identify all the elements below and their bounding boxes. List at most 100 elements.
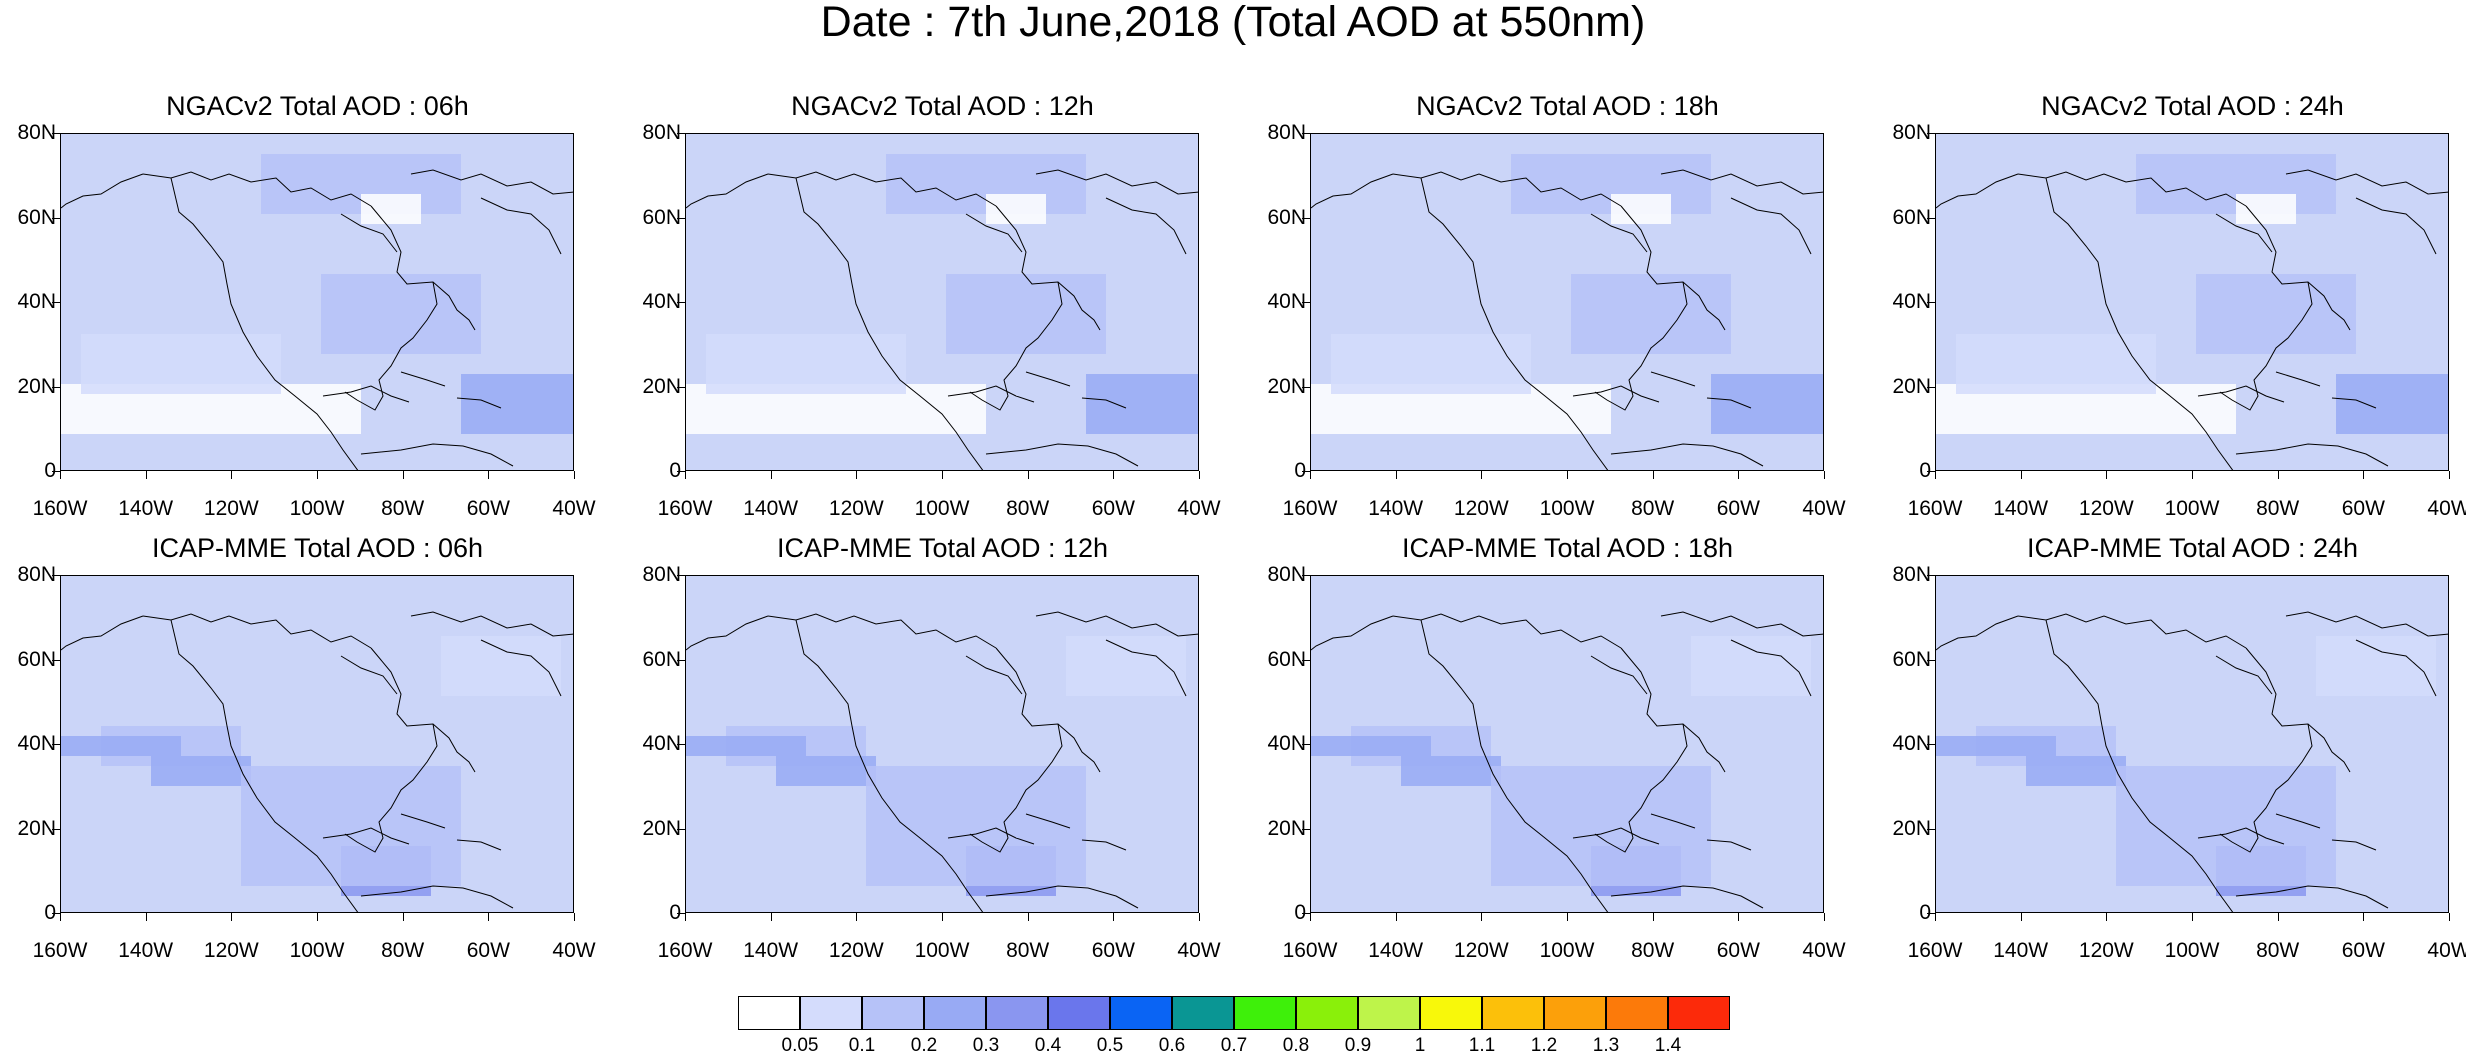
colorbar-swatch	[1482, 996, 1544, 1030]
coastline	[1660, 169, 1823, 195]
coastline	[965, 213, 1023, 253]
latitude-tick-label: 60N	[17, 205, 56, 229]
aod-field	[1936, 134, 2448, 470]
longitude-tick-label: 140W	[743, 497, 799, 520]
longitude-tick-label: 120W	[2078, 497, 2134, 520]
latitude-tick-mark	[52, 744, 60, 745]
aod-patch	[1331, 334, 1531, 394]
latitude-tick-mark	[677, 828, 685, 830]
latitude-tick-mark	[677, 471, 685, 472]
aod-patch	[686, 736, 806, 756]
longitude-tick-mark	[488, 471, 490, 479]
coastline	[1105, 639, 1187, 697]
aod-map	[1935, 575, 2449, 913]
longitude-tick-mark	[1395, 913, 1397, 921]
longitude-tick-label: 160W	[1282, 497, 1338, 520]
latitude-tick-mark	[1302, 217, 1310, 219]
latitude-tick-label: 20N	[17, 374, 56, 398]
coastline	[1392, 613, 1622, 649]
coastline	[2219, 281, 2313, 411]
latitude-tick-mark	[1302, 386, 1310, 388]
coastline	[2219, 723, 2313, 853]
coastline	[1311, 615, 1394, 651]
colorbar-label: 0.7	[1220, 1035, 1248, 1056]
colorbar-label: 1.2	[1530, 1035, 1558, 1056]
figure-title: Date : 7th June,2018 (Total AOD at 550nm…	[820, 0, 1646, 46]
colorbar-swatch	[924, 996, 986, 1030]
coastline	[400, 813, 446, 829]
longitude-tick-label: 40W	[1177, 497, 1221, 520]
longitude-tick-mark	[1481, 471, 1483, 479]
longitude-tick-mark	[2363, 913, 2365, 921]
map-panel: NGACv2 Total AOD : 06h 80N 60N 40N 20N 0 160W 1…	[0, 0, 595, 520]
latitude-tick-mark	[677, 744, 685, 745]
aod-patch	[946, 274, 1106, 354]
colorbar-swatch	[1606, 996, 1668, 1030]
coastline	[480, 639, 562, 697]
latitude-tick-label: 0	[44, 901, 56, 924]
latitude-tick-label: 80N	[1892, 121, 1931, 144]
latitude-tick-mark	[1302, 133, 1310, 134]
aod-patch	[81, 334, 281, 394]
coastline	[947, 385, 1035, 403]
latitude-tick-mark	[677, 659, 685, 661]
longitude-tick-mark	[317, 471, 318, 479]
coastline	[1660, 611, 1823, 637]
longitude-tick-mark	[2277, 913, 2279, 921]
longitude-tick-label: 60W	[466, 497, 510, 520]
latitude-tick-label: 20N	[642, 374, 681, 398]
latitude-tick-mark	[677, 217, 685, 219]
latitude-tick-mark	[1302, 744, 1310, 745]
coastline	[322, 385, 410, 403]
longitude-tick-label: 160W	[1907, 939, 1963, 962]
coastline	[2197, 827, 2285, 845]
aod-patch	[1691, 636, 1811, 696]
coastline	[1936, 615, 2019, 651]
coastline	[2275, 371, 2321, 387]
longitude-tick-label: 40W	[2427, 939, 2466, 962]
aod-map	[60, 575, 574, 913]
coastline	[1081, 397, 1127, 409]
aod-patch	[361, 194, 421, 224]
longitude-tick-label: 100W	[914, 939, 970, 962]
latitude-tick-label: 0	[1294, 459, 1306, 482]
latitude-tick-label: 80N	[1267, 121, 1306, 144]
longitude-tick-label: 80W	[381, 939, 425, 962]
coastline	[1420, 177, 1609, 470]
longitude-tick-mark	[1027, 471, 1029, 479]
longitude-tick-label: 40W	[2427, 497, 2466, 520]
latitude-tick-label: 0	[1294, 901, 1306, 924]
latitude-tick-label: 0	[669, 459, 681, 482]
panel-title: ICAP-MME Total AOD : 06h	[151, 533, 484, 563]
longitude-tick-mark	[2020, 913, 2022, 921]
latitude-tick-mark	[677, 302, 685, 303]
latitude-tick-mark	[52, 133, 60, 134]
longitude-tick-mark	[1199, 471, 1200, 479]
coastline	[2017, 171, 2247, 207]
longitude-tick-label: 40W	[552, 939, 596, 962]
longitude-tick-label: 40W	[552, 497, 596, 520]
latitude-tick-mark	[52, 828, 60, 830]
coastline	[456, 839, 502, 851]
latitude-tick-mark	[1927, 575, 1935, 576]
coastline	[1706, 839, 1752, 851]
latitude-tick-label: 20N	[17, 816, 56, 840]
longitude-tick-label: 60W	[2341, 497, 2385, 520]
map-panel: ICAP-MME Total AOD : 24h 80N 60N 40N 20N 0 160…	[1875, 442, 2466, 962]
longitude-tick-label: 100W	[2164, 497, 2220, 520]
coastline	[2245, 205, 2351, 331]
coastline	[1610, 443, 1764, 467]
latitude-tick-mark	[1927, 828, 1935, 830]
coastline	[360, 885, 514, 909]
aod-patch	[1311, 736, 1431, 756]
longitude-tick-label: 160W	[32, 939, 88, 962]
coastline	[410, 169, 573, 195]
coastline	[767, 613, 997, 649]
coastline	[1650, 813, 1696, 829]
longitude-tick-label: 40W	[1177, 939, 1221, 962]
latitude-tick-mark	[52, 575, 60, 576]
longitude-tick-label: 120W	[828, 939, 884, 962]
longitude-tick-mark	[1113, 913, 1115, 921]
colorbar-label: 1.4	[1654, 1035, 1682, 1056]
latitude-tick-label: 40N	[1892, 732, 1931, 755]
